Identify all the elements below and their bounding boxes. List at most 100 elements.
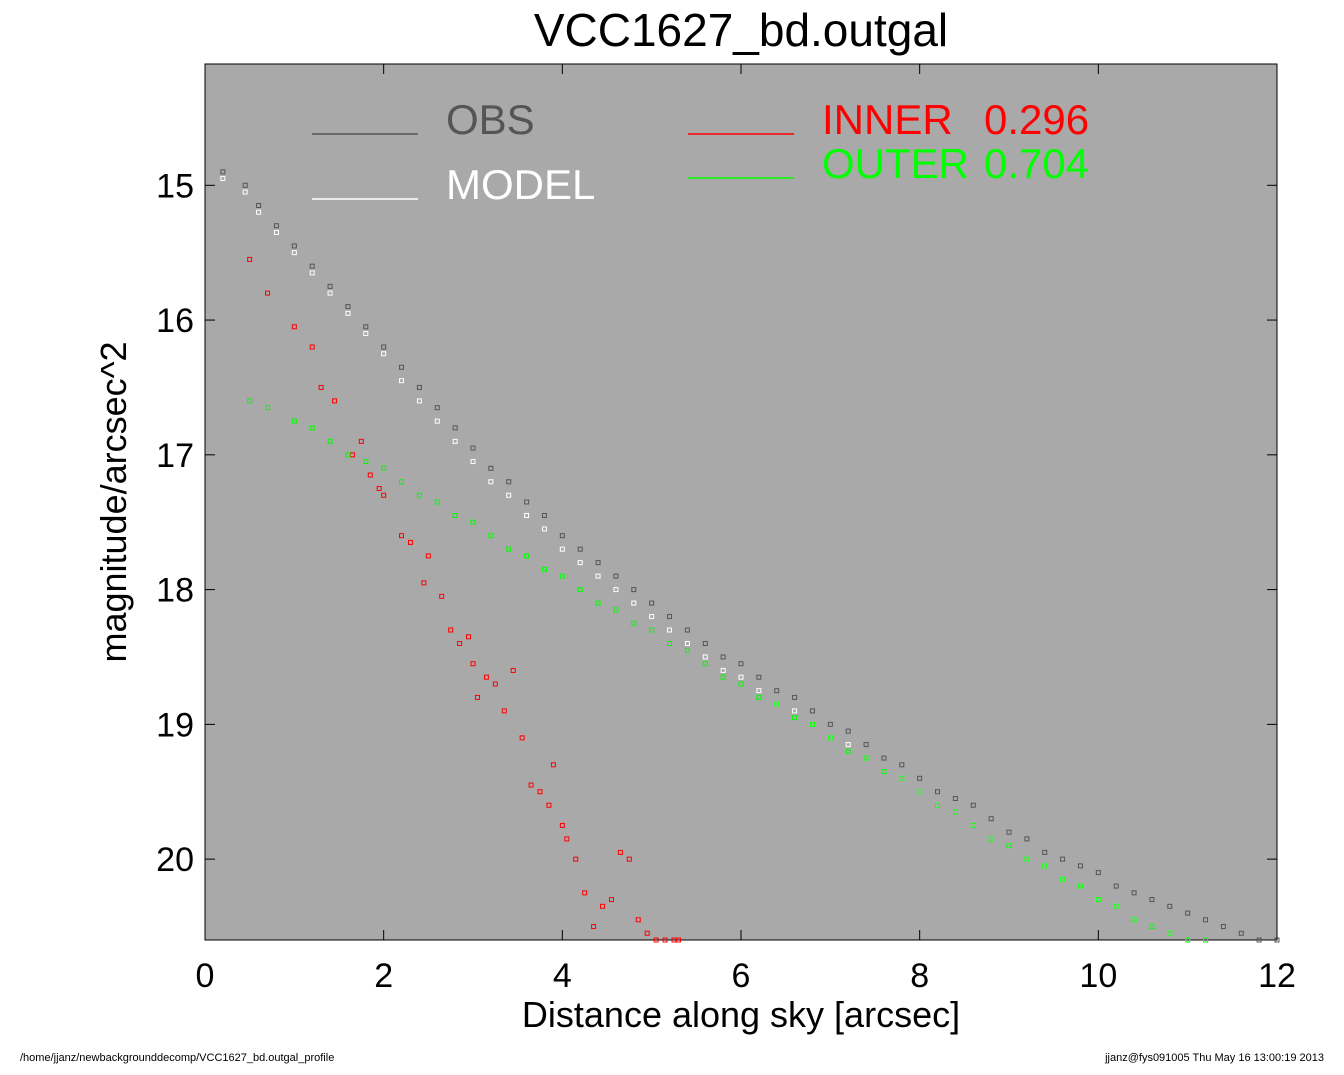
model-point [434,418,440,424]
inner-point [653,937,659,943]
obs-point [524,499,530,505]
obs-point [667,614,673,620]
obs-point [631,587,637,593]
inner-point [537,789,543,795]
outer-point [720,674,726,680]
model-point [756,688,762,694]
obs-point [720,654,726,660]
legend-value-outer: 0.704 [984,140,1089,187]
model-point [720,667,726,673]
x-tick-label: 0 [196,957,215,995]
obs-point [381,344,387,350]
outer-point [702,661,708,667]
obs-point [256,203,262,209]
outer-point [595,600,601,606]
obs-point [1220,924,1226,930]
inner-point [439,593,445,599]
inner-point [573,856,579,862]
obs-point [1149,897,1155,903]
y-axis-label: magnitude/arcsec^2 [93,341,134,662]
outer-point [1042,863,1048,869]
outer-point [1077,883,1083,889]
model-point [470,459,476,465]
obs-point [1042,849,1048,855]
model-point [702,654,708,660]
y-tick-label: 20 [156,841,194,879]
model-point [256,209,262,215]
outer-point [1203,937,1209,943]
inner-point [608,897,614,903]
obs-point [363,324,369,330]
obs-point [488,465,494,471]
model-point [345,310,351,316]
model-point [631,600,637,606]
obs-point [309,263,315,269]
inner-point [318,384,324,390]
obs-point [1131,890,1137,896]
inner-point [510,667,516,673]
outer-point [309,425,315,431]
outer-point [613,607,619,613]
model-point [309,270,315,276]
model-point [667,627,673,633]
outer-point [738,681,744,687]
model-point [524,512,530,518]
obs-point [541,512,547,518]
outer-point [247,398,253,404]
outer-point [774,701,780,707]
obs-point [827,721,833,727]
y-tick-label: 15 [156,167,194,205]
outer-point [952,809,958,815]
outer-point [577,587,583,593]
model-point [381,351,387,357]
outer-point [827,735,833,741]
footer-file-path: /home/jjanz/newbackgrounddecomp/VCC1627_… [20,1052,335,1064]
obs-point [952,795,958,801]
outer-point [1095,897,1101,903]
obs-point [1167,903,1173,909]
outer-point [416,492,422,498]
x-tick-label: 10 [1079,957,1117,995]
inner-point [546,802,552,808]
model-point [242,189,248,195]
obs-point [899,762,905,768]
outer-point [792,715,798,721]
model-point [363,331,369,337]
model-point [452,438,458,444]
outer-point [988,836,994,842]
inner-point [309,344,315,350]
obs-point [863,742,869,748]
y-axis-ticks: 15 16 17 18 19 20 [156,167,1277,879]
outer-point [684,647,690,653]
outer-point [970,822,976,828]
obs-point [220,169,226,175]
obs-point [792,694,798,700]
chart-title: VCC1627_bd.outgal [534,4,948,56]
y-tick-label: 18 [156,572,194,610]
inner-point [519,735,525,741]
model-point [541,526,547,532]
x-axis-ticks: 0 2 4 6 8 10 12 [196,64,1296,995]
inner-point [367,472,373,478]
obs-point [1024,836,1030,842]
outer-point [1131,917,1137,923]
plot-area [204,63,1278,941]
model-point [595,573,601,579]
inner-point [501,708,507,714]
obs-point [506,479,512,485]
outer-point [756,694,762,700]
inner-point [644,930,650,936]
inner-point [332,398,338,404]
model-point [738,674,744,680]
obs-point [702,641,708,647]
outer-point [649,627,655,633]
obs-point [1060,856,1066,862]
obs-point [577,546,583,552]
outer-point [363,459,369,465]
outer-point [631,620,637,626]
obs-point [988,816,994,822]
inner-point [470,661,476,667]
inner-point [559,822,565,828]
inner-point [564,836,570,842]
inner-point [291,324,297,330]
